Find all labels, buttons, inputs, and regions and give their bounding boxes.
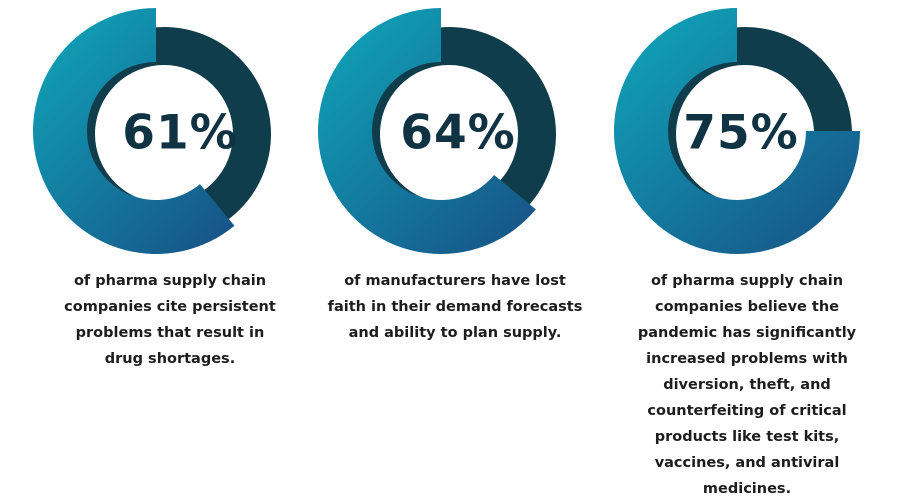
donut-value-arc-1 [33,8,235,255]
percent-label-3: 75% [683,106,799,161]
donut-value-arc-3 [614,8,860,254]
stat-card-3: 75% of pharma supply chain companies bel… [596,0,896,500]
donut-chart-1: 61% [33,8,271,255]
donut-value-arc-2 [318,8,536,255]
donut-chart-3: 75% [614,8,860,254]
stat-card-1: 61% of pharma supply chain companies cit… [15,0,315,500]
caption-2: of manufacturers have lost faith in thei… [327,273,583,341]
caption-1: of pharma supply chain companies cite pe… [64,273,276,367]
percent-label-2: 64% [400,106,516,161]
percent-label-1: 61% [122,106,238,161]
stat-card-2: 64% of manufacturers have lost faith in … [300,0,600,500]
donut-chart-2: 64% [318,8,556,255]
caption-3: of pharma supply chain companies believe… [637,273,857,497]
